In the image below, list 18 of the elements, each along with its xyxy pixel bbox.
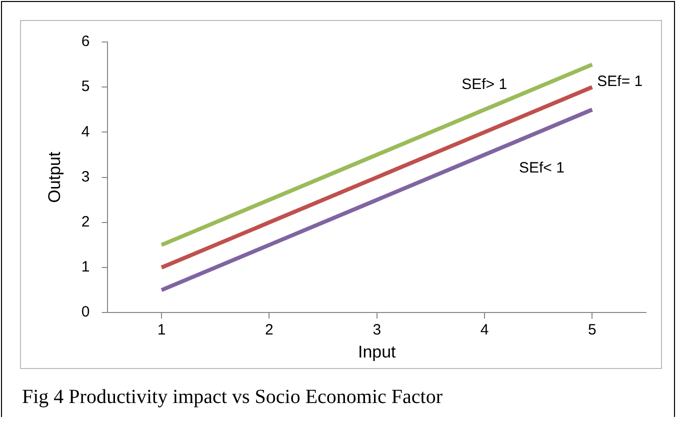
series-label: SEf> 1 xyxy=(462,76,508,94)
x-tick-label: 4 xyxy=(480,322,489,339)
x-axis-title: Input xyxy=(358,342,396,362)
y-tick-label: 3 xyxy=(81,168,90,186)
y-tick-label: 0 xyxy=(81,304,90,321)
x-tick-label: 2 xyxy=(265,322,274,339)
x-tick-label: 5 xyxy=(588,322,596,339)
y-tick-label: 5 xyxy=(81,78,90,96)
x-tick-label: 1 xyxy=(157,322,166,339)
caption: Fig 4 Productivity impact vs Socio Economic Factor xyxy=(22,386,443,409)
y-tick-label: 6 xyxy=(81,33,90,50)
y-tick-label: 4 xyxy=(81,123,90,140)
y-tick-label: 2 xyxy=(81,214,90,231)
series-label: SEf= 1 xyxy=(597,73,643,90)
x-tick-label: 3 xyxy=(372,322,382,339)
y-axis-title: Output xyxy=(44,152,64,203)
y-tick-label: 1 xyxy=(81,258,90,276)
series-label: SEf< 1 xyxy=(518,159,564,176)
